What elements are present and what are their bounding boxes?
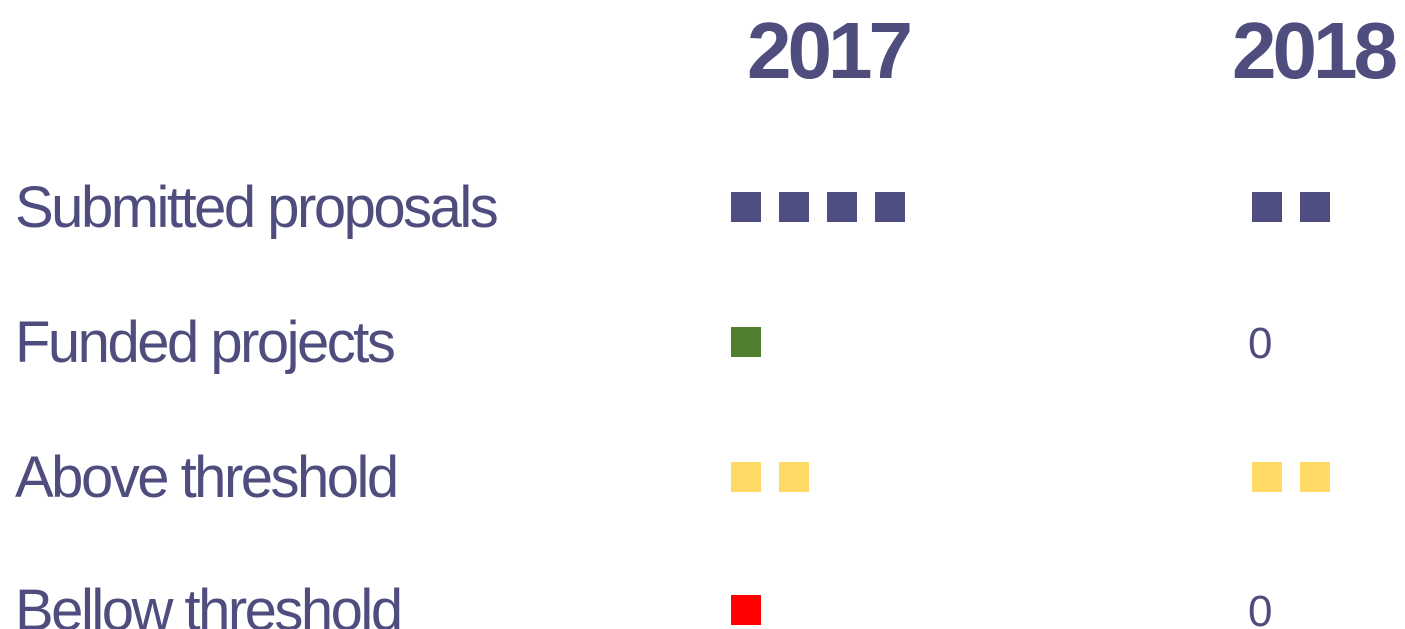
- square: [779, 462, 809, 492]
- row-label: Funded projects: [15, 310, 394, 375]
- square-group: [731, 595, 761, 625]
- square: [731, 462, 761, 492]
- square: [1252, 192, 1282, 222]
- zero-label: 0: [1248, 319, 1272, 368]
- square-group: [731, 192, 905, 222]
- square-group: [1252, 192, 1330, 222]
- zero-label: 0: [1248, 587, 1272, 629]
- square-group: [731, 327, 761, 357]
- year-header: 2018: [1232, 6, 1396, 95]
- square: [731, 595, 761, 625]
- row-label: Submitted proposals: [15, 175, 497, 240]
- year-header: 2017: [747, 6, 909, 95]
- square: [731, 327, 761, 357]
- square-group: [1252, 462, 1330, 492]
- square: [875, 192, 905, 222]
- row-label: Above threshold: [15, 445, 397, 510]
- square: [1300, 462, 1330, 492]
- square: [731, 192, 761, 222]
- square: [779, 192, 809, 222]
- row-label: Bellow threshold: [15, 578, 401, 629]
- square: [1300, 192, 1330, 222]
- square: [1252, 462, 1282, 492]
- square-group: [731, 462, 809, 492]
- square: [827, 192, 857, 222]
